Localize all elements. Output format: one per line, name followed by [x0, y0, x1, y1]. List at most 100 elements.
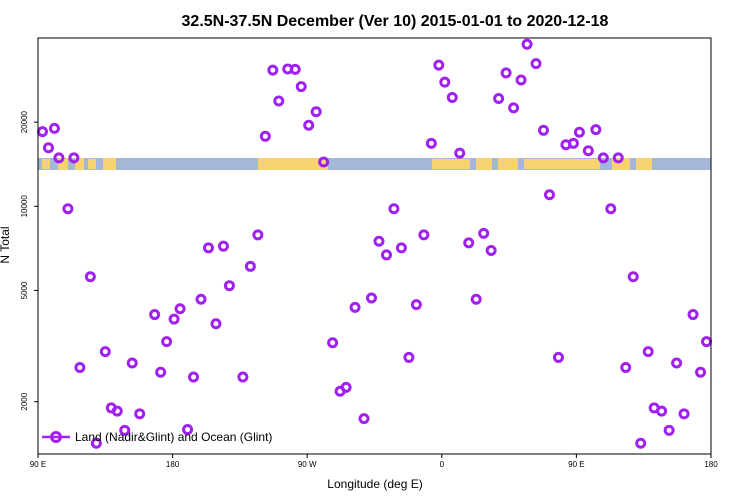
- data-point: [380, 249, 392, 261]
- x-tick-label: 90 W: [298, 460, 317, 469]
- map-land: [42, 159, 50, 169]
- data-point: [687, 309, 699, 321]
- x-axis-label: Longitude (deg E): [327, 477, 422, 491]
- data-point: [119, 424, 131, 436]
- data-point: [223, 280, 235, 292]
- data-point: [126, 357, 138, 369]
- data-point: [48, 122, 60, 134]
- data-point: [349, 301, 361, 313]
- x-tick-label: 180: [704, 460, 718, 469]
- data-point: [366, 292, 378, 304]
- data-point: [182, 424, 194, 436]
- data-point: [310, 106, 322, 118]
- x-tick-label: 0: [440, 460, 445, 469]
- map-land: [636, 158, 652, 170]
- data-point: [395, 242, 407, 254]
- data-point: [327, 337, 339, 349]
- map-land: [498, 158, 518, 170]
- data-point: [485, 244, 497, 256]
- data-point: [134, 408, 146, 420]
- data-point: [42, 142, 54, 154]
- y-tick-label: 2000: [20, 392, 29, 410]
- data-point: [500, 67, 512, 79]
- data-point: [289, 63, 301, 75]
- map-land: [476, 158, 492, 170]
- data-point: [678, 408, 690, 420]
- data-point: [521, 38, 533, 50]
- data-point: [590, 124, 602, 136]
- data-point: [470, 293, 482, 305]
- data-point: [155, 366, 167, 378]
- data-point: [252, 229, 264, 241]
- data-point: [237, 371, 249, 383]
- y-axis-label: N Total: [0, 226, 12, 263]
- data-point: [267, 64, 279, 76]
- y-tick-label: 5000: [20, 281, 29, 299]
- data-point: [418, 229, 430, 241]
- data-point: [642, 346, 654, 358]
- data-point: [62, 203, 74, 215]
- data-point: [537, 124, 549, 136]
- data-point: [244, 260, 256, 272]
- data-point: [388, 203, 400, 215]
- x-axis: 90 E 180 90 W 0 90 E 180: [30, 454, 718, 469]
- data-point: [403, 351, 415, 363]
- x-tick-label: 90 E: [568, 460, 584, 469]
- data-point: [508, 102, 520, 114]
- data-point: [210, 318, 222, 330]
- data-point: [493, 93, 505, 105]
- x-tick-label: 180: [166, 460, 180, 469]
- data-point: [111, 405, 123, 417]
- legend-label: Land (Nadir&Glint) and Ocean (Glint): [75, 430, 272, 444]
- data-point: [273, 95, 285, 107]
- data-point: [168, 313, 180, 325]
- data-points: [36, 38, 713, 449]
- data-point: [463, 237, 475, 249]
- data-point: [543, 189, 555, 201]
- map-land: [88, 159, 96, 169]
- map-land: [103, 158, 116, 170]
- data-point: [217, 240, 229, 252]
- map-strip: [38, 158, 711, 170]
- data-point: [612, 152, 624, 164]
- data-point: [620, 362, 632, 374]
- data-point: [303, 119, 315, 131]
- y-tick-label: 10000: [20, 195, 29, 218]
- map-land: [432, 159, 470, 169]
- data-point: [68, 152, 80, 164]
- y-tick-label: 20000: [20, 110, 29, 133]
- data-point: [478, 227, 490, 239]
- map-land: [524, 159, 600, 169]
- data-point: [439, 76, 451, 88]
- data-point: [259, 130, 271, 142]
- data-point: [295, 81, 307, 93]
- data-point: [195, 293, 207, 305]
- x-tick-label: 90 E: [30, 460, 46, 469]
- data-point: [567, 137, 579, 149]
- data-point: [188, 371, 200, 383]
- map-land: [258, 158, 328, 170]
- data-point: [84, 271, 96, 283]
- data-point: [373, 235, 385, 247]
- legend-marker: [50, 431, 62, 443]
- data-point: [202, 242, 214, 254]
- data-point: [663, 424, 675, 436]
- data-point: [635, 437, 647, 449]
- data-point: [597, 152, 609, 164]
- data-point: [90, 437, 102, 449]
- data-point: [410, 299, 422, 311]
- data-point: [161, 336, 173, 348]
- map-ocean: [38, 158, 711, 170]
- data-point: [530, 58, 542, 70]
- data-point: [99, 346, 111, 358]
- plot-frame: [37, 37, 712, 455]
- map-land: [58, 158, 68, 170]
- data-point: [446, 92, 458, 104]
- chart-title: 32.5N-37.5N December (Ver 10) 2015-01-01…: [182, 13, 609, 30]
- data-point: [627, 271, 639, 283]
- data-point: [454, 147, 466, 159]
- y-axis: 2000 5000 10000 20000: [20, 110, 38, 411]
- data-point: [53, 152, 65, 164]
